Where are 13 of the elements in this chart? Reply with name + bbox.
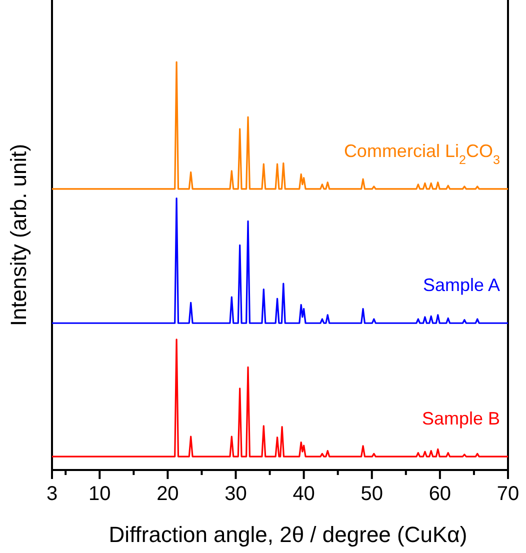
x-axis-title: Diffraction angle, 2θ / degree (CuKα): [108, 522, 468, 547]
x-tick-label: 70: [496, 483, 520, 505]
y-axis-title: Intensity (arb. unit): [6, 144, 31, 326]
x-tick-label: 10: [88, 483, 111, 505]
x-tick-label: 20: [156, 483, 179, 505]
x-tick-label: 3: [46, 483, 58, 505]
x-tick-label: 30: [224, 483, 247, 505]
series-label: Commercial Li$_{2}$CO$_{3}$: [344, 140, 500, 167]
x-tick-label: 50: [360, 483, 384, 505]
x-tick-label: 40: [292, 483, 315, 505]
series-label: Sample A: [422, 275, 500, 296]
x-tick-label: 60: [428, 483, 452, 505]
series-label: Sample B: [422, 408, 500, 429]
